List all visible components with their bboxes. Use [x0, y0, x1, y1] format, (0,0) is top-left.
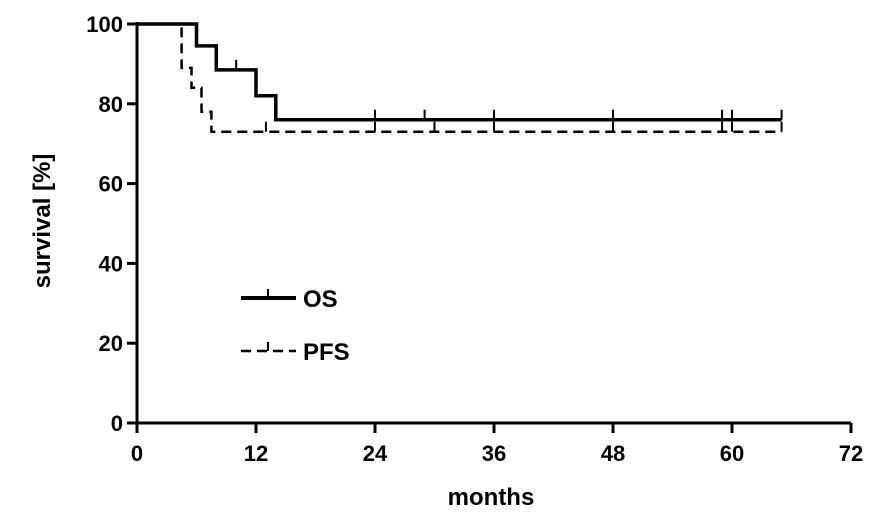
x-tick-label-24: 24	[363, 441, 388, 466]
legend-item-os: OS	[241, 286, 338, 313]
legend-label-pfs: PFS	[303, 339, 350, 366]
x-axis-title: months	[448, 484, 535, 511]
y-tick-label-60: 60	[99, 172, 123, 197]
series-line-os	[137, 22, 782, 122]
legend: OS PFS	[241, 286, 350, 366]
x-tick-label-36: 36	[482, 441, 506, 466]
series-lines	[137, 22, 783, 133]
x-tick-label-0: 0	[131, 441, 143, 466]
x-tick-label-60: 60	[720, 441, 744, 466]
x-tick-label-48: 48	[601, 441, 625, 466]
y-axis-title: survival [%]	[29, 154, 56, 289]
axes: 0 20 40 60 80 100 0 12 24 36 48 60 72	[86, 12, 863, 466]
series-os	[137, 22, 783, 122]
series-pfs	[137, 22, 783, 133]
x-tick-label-72: 72	[839, 441, 863, 466]
x-tick-label-12: 12	[244, 441, 268, 466]
y-tick-label-80: 80	[99, 92, 123, 117]
legend-item-pfs: PFS	[241, 339, 350, 366]
y-tick-label-20: 20	[99, 331, 123, 356]
y-tick-label-100: 100	[86, 12, 123, 37]
legend-label-os: OS	[303, 286, 338, 313]
series-line-pfs	[137, 22, 782, 133]
y-tick-label-0: 0	[111, 411, 123, 436]
y-tick-label-40: 40	[99, 251, 123, 276]
